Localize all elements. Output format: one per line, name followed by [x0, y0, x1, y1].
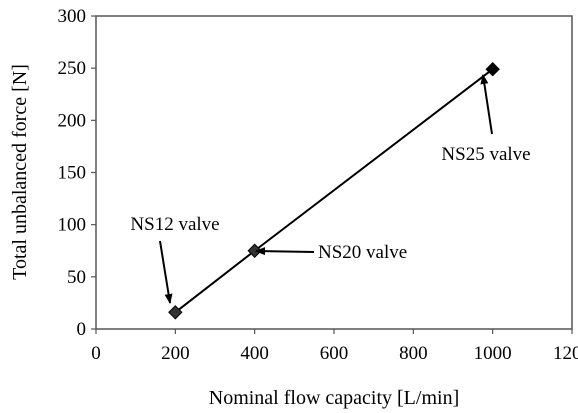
data-point-marker [485, 62, 500, 77]
x-axis-title: Nominal flow capacity [L/min] [209, 387, 459, 409]
y-tick-label: 150 [58, 163, 87, 184]
annotation-label: NS12 valve [130, 214, 219, 235]
y-tick-label: 0 [77, 319, 87, 340]
annotation-arrow [159, 240, 173, 304]
annotation-arrow [480, 74, 493, 135]
y-tick-label: 200 [58, 110, 87, 131]
y-tick-label: 100 [58, 215, 87, 236]
y-tick-label: 50 [67, 267, 86, 288]
x-tick-label: 0 [91, 343, 101, 364]
x-tick-label: 600 [320, 343, 349, 364]
annotation-label: NS25 valve [441, 144, 530, 165]
y-axis-ticks: 0 50 100 150 200 250 300 [58, 6, 96, 340]
series-group [168, 62, 500, 320]
x-tick-label: 200 [161, 343, 190, 364]
x-tick-label: 1000 [474, 343, 512, 364]
y-tick-label: 250 [58, 58, 87, 79]
annotation-label: NS20 valve [318, 242, 407, 263]
x-tick-label: 1200 [553, 343, 578, 364]
series-line [174, 68, 494, 314]
y-tick-label: 300 [58, 6, 87, 27]
x-tick-label: 800 [399, 343, 428, 364]
y-axis-title: Total unbalanced force [N] [9, 64, 31, 280]
annotation-arrow [255, 247, 315, 256]
x-tick-label: 400 [240, 343, 269, 364]
annotations-group: NS12 valve NS20 valve NS25 valve [130, 74, 531, 304]
x-axis-ticks: 0 200 400 600 800 1000 1200 [91, 329, 578, 364]
data-point-marker [168, 305, 183, 320]
